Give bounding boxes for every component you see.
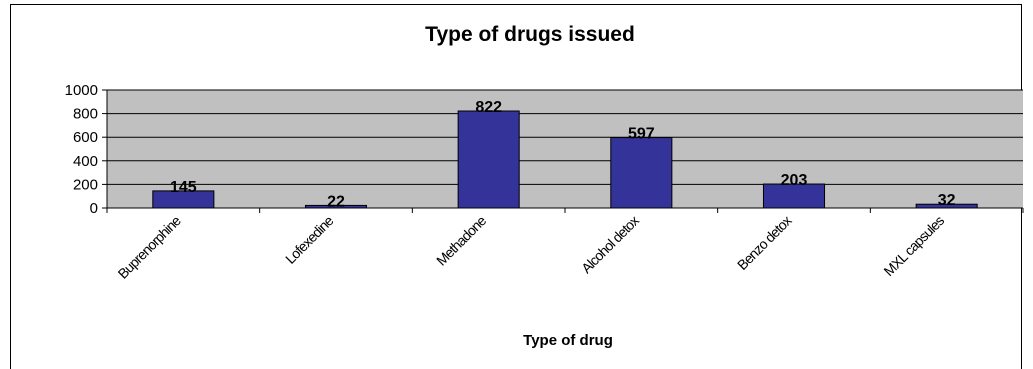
y-tick-label: 1000 [65,82,98,99]
data-label: 32 [938,192,956,209]
x-tick-label: Alcohol detox [578,212,642,276]
y-tick-label: 600 [73,129,98,146]
bars [152,110,978,209]
data-labels: 145 22 822 597 203 32 [170,99,956,210]
data-label: 145 [170,179,197,196]
y-tick-label: 0 [90,200,98,217]
x-tick-label: MXL capsules [880,212,947,279]
x-tick-label: Benzo detox [734,212,795,273]
axes [106,90,1024,213]
bar [457,110,520,209]
data-label: 597 [628,126,655,143]
y-tick-labels: 0 200 400 600 800 1000 [65,82,98,217]
data-label: 822 [475,99,502,116]
y-tick-label: 200 [73,176,98,193]
data-label: 22 [327,193,345,210]
y-tick-label: 800 [73,106,98,123]
x-axis-title: Type of drug [523,332,613,349]
x-tick-label: Buprenorphine [115,212,185,282]
data-label: 203 [781,172,808,189]
x-tick-labels: Buprenorphine Lofexedine Methadone Alcohol … [115,212,948,282]
chart-title: Type of drugs issued [425,23,635,46]
y-tick-label: 400 [73,153,98,170]
bar [610,137,673,209]
x-tick-label: Lofexedine [282,212,337,267]
x-tick-label: Methadone [433,212,489,268]
plot-area [107,90,1023,208]
